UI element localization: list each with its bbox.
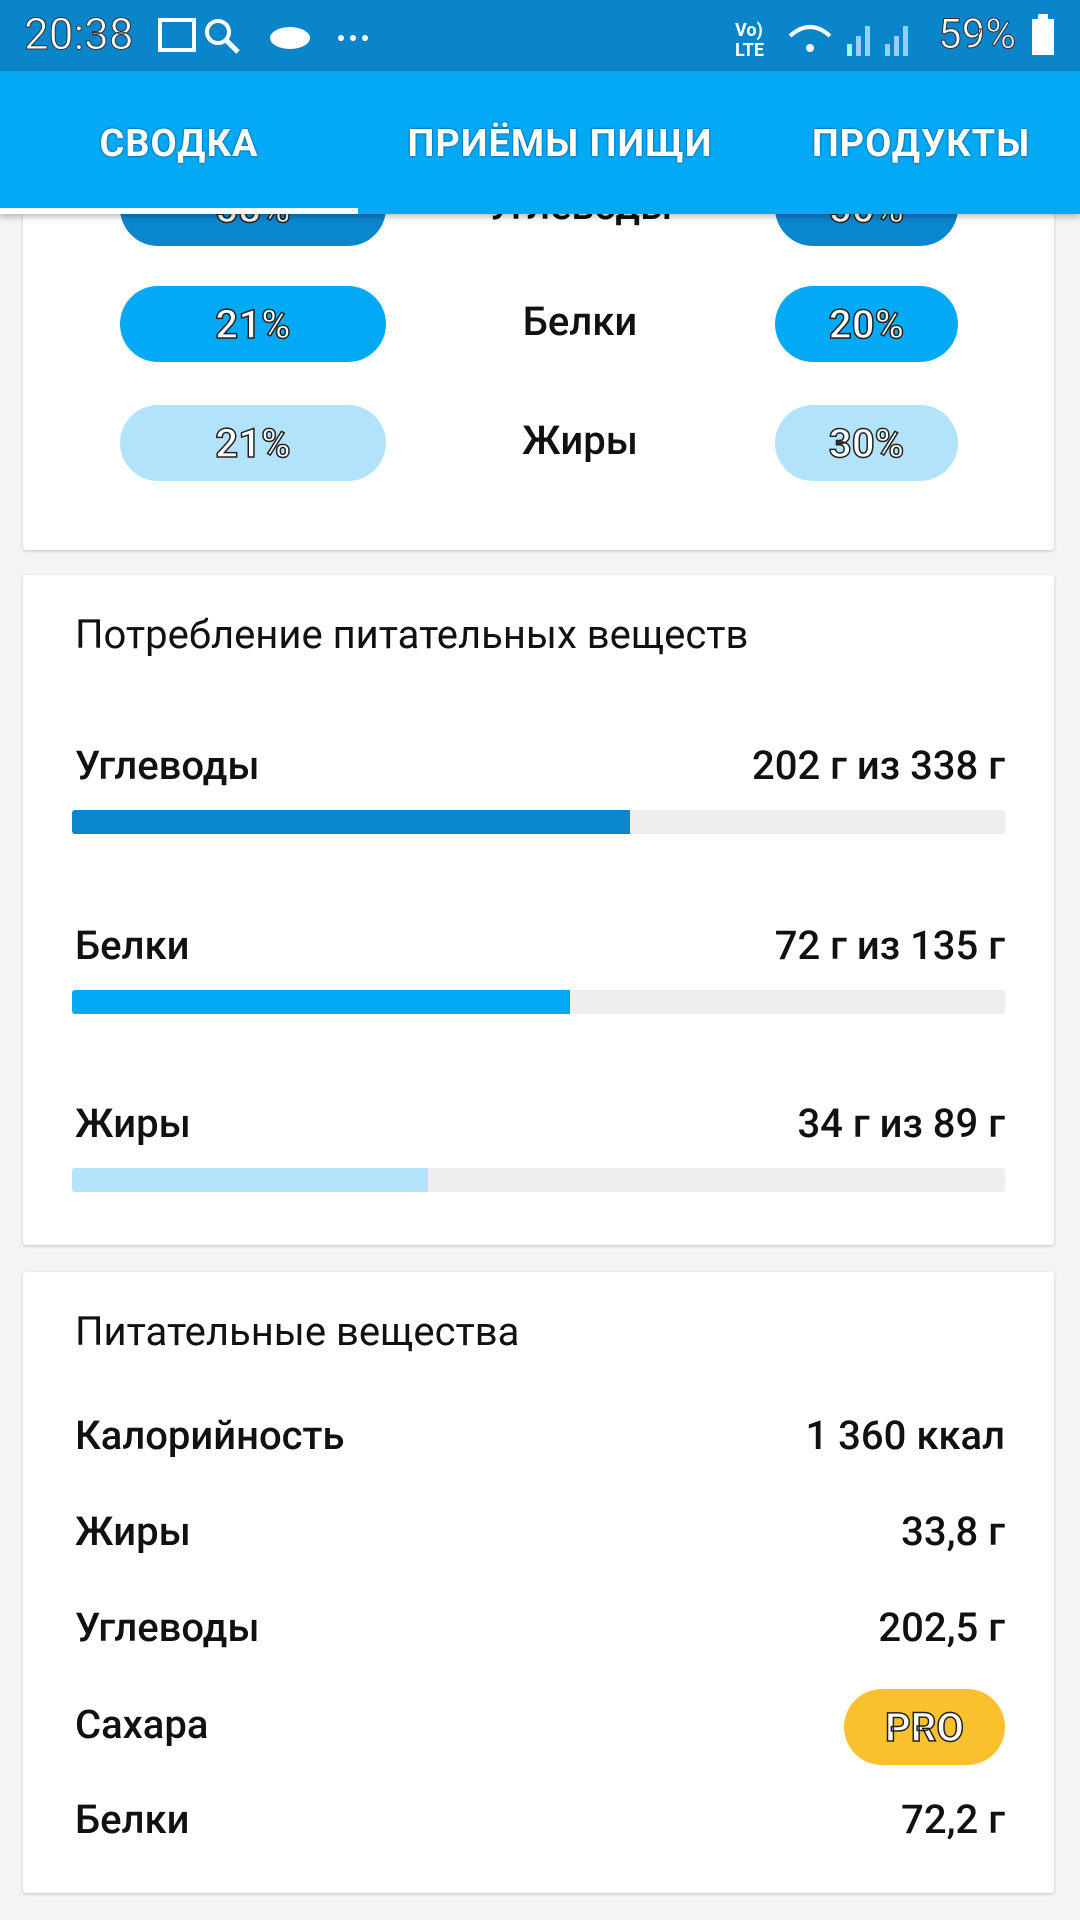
percent-pill: 21% [120, 405, 386, 481]
nutrient-value: 202,5 г [878, 1604, 1005, 1651]
percent-pill: 20% [775, 286, 958, 362]
tab-indicator [0, 208, 358, 214]
nutrient-label: Белки [75, 922, 190, 969]
battery-level: 59% [938, 10, 1017, 60]
macro-label: Белки [522, 298, 638, 345]
nutrient-label: Жиры [75, 1100, 191, 1147]
intake-value: 34 г из 89 г [797, 1100, 1005, 1147]
intake-value: 72 г из 135 г [774, 922, 1005, 969]
progress-bar [72, 990, 570, 1014]
status-icons [158, 18, 368, 54]
nutrient-label: Белки [75, 1796, 190, 1843]
intake-value: 202 г из 338 г [751, 742, 1005, 789]
nutrient-label: Жиры [75, 1508, 191, 1555]
nutrient-label: Сахара [75, 1701, 209, 1748]
signal-icons: Vo)LTE [735, 20, 908, 60]
progress-bar [72, 1168, 429, 1192]
svg-text:LTE: LTE [735, 40, 764, 60]
clock: 20:38 [24, 8, 135, 61]
svg-text:Vo): Vo) [735, 20, 763, 41]
tab-bar: СВОДКА ПРИЁМЫ ПИЩИ ПРОДУКТЫ [0, 71, 1080, 214]
percent-pill: 21% [120, 286, 386, 362]
card-title: Питательные вещества [75, 1308, 520, 1355]
tab[interactable]: СВОДКА [99, 122, 259, 166]
progress-track [72, 1168, 1005, 1192]
progress-track [72, 810, 1005, 834]
tab[interactable]: ПРОДУКТЫ [811, 122, 1031, 166]
progress-track [72, 990, 1005, 1014]
nutrient-label: Калорийность [75, 1412, 345, 1459]
nutrient-value: 33,8 г [901, 1508, 1005, 1555]
nutrients-card: Питательные вещества Калорийность 1 360 к… [23, 1272, 1054, 1893]
battery-icon [1032, 14, 1054, 55]
intake-card: Потребление питательных веществ Углеводы… [23, 575, 1054, 1245]
status-bar: 20:38 Vo) LTE 59% [0, 0, 1080, 71]
tab[interactable]: ПРИЁМЫ ПИЩИ [407, 122, 713, 166]
nutrient-label: Углеводы [75, 742, 260, 789]
nutrient-value: 1 360 ккал [805, 1412, 1006, 1459]
nutrient-label: Углеводы [75, 1604, 260, 1651]
progress-bar [72, 810, 630, 834]
card-title: Потребление питательных веществ [75, 611, 749, 658]
percent-pill: 30% [775, 405, 958, 481]
macro-label: Жиры [522, 417, 638, 464]
pro-badge[interactable]: PRO [844, 1689, 1005, 1765]
nutrient-value: 72,2 г [901, 1796, 1005, 1843]
